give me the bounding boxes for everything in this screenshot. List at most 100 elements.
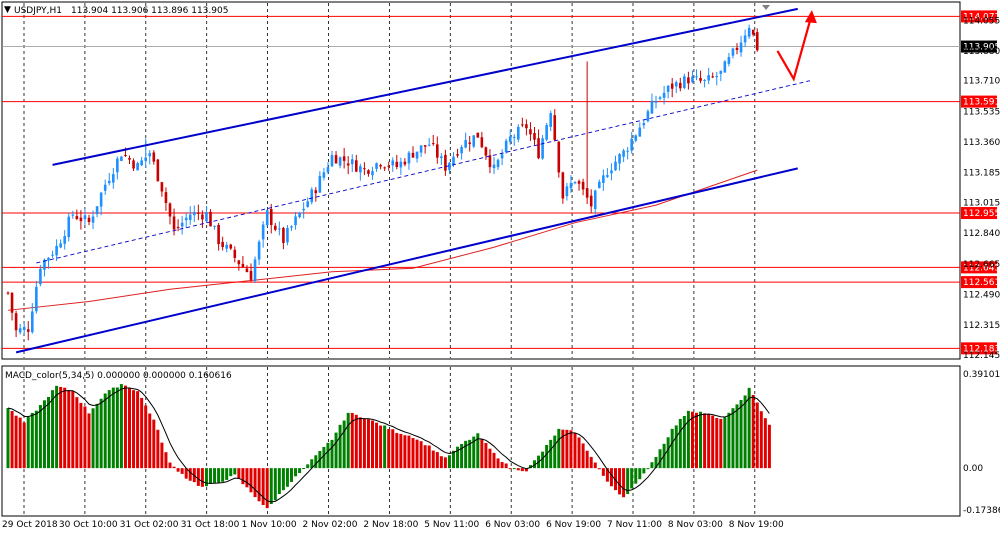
channel-layer [15, 7, 817, 354]
macd-histogram-bar [330, 439, 334, 469]
candle-body [326, 167, 330, 173]
candle-body [565, 186, 569, 197]
macd-histogram-bar [699, 411, 703, 469]
macd-histogram-bar [707, 413, 711, 469]
candle-body [168, 203, 172, 217]
candle-body [650, 100, 654, 114]
candle-body [148, 153, 152, 157]
y-tick-label: 113.185 [963, 169, 1000, 179]
candle-body [43, 259, 46, 270]
candle-body [654, 101, 658, 103]
candle-body [286, 227, 289, 243]
macd-histogram-bar [690, 411, 694, 469]
macd-panel-frame [1, 365, 961, 517]
candle-body [581, 181, 585, 190]
macd-histogram-bar [164, 452, 168, 469]
candle-body [112, 174, 115, 183]
macd-histogram-bar [346, 412, 350, 469]
level-price-label: 113.591 [963, 98, 1000, 108]
candle-body [739, 42, 743, 53]
macd-histogram-bar [739, 400, 743, 469]
macd-histogram-bar [383, 425, 387, 469]
macd-histogram-bar [132, 390, 136, 469]
macd-histogram-bar [67, 390, 71, 469]
macd-histogram-bar [553, 435, 557, 469]
macd-histogram-bar [682, 416, 686, 469]
macd-histogram-bar [735, 404, 739, 469]
macd-histogram-bar [10, 411, 14, 469]
candle-body [124, 154, 127, 156]
macd-histogram-bar [34, 410, 38, 469]
macd-histogram-bar [188, 468, 192, 481]
candle-body [290, 226, 293, 228]
candle-body [160, 182, 164, 192]
candle-body [132, 160, 135, 169]
macd-histogram-bar [767, 424, 771, 469]
candle-body [63, 236, 66, 244]
candle-body [217, 224, 220, 245]
candle-body [387, 165, 390, 167]
macd-histogram-bar [306, 464, 310, 469]
candle-body [452, 156, 455, 165]
macd-histogram-bar [427, 445, 431, 469]
candle-body [209, 211, 212, 227]
candle-body [419, 145, 423, 153]
candle-body [350, 159, 354, 165]
candle-body [593, 190, 597, 210]
macd-histogram-bar [439, 456, 443, 469]
macd-histogram-bar [168, 462, 172, 469]
candle-body [172, 216, 176, 230]
scroll-marker-icon[interactable] [762, 5, 770, 10]
macd-histogram-bar [213, 468, 217, 483]
macd-histogram-bar [140, 397, 144, 469]
candle-body [573, 181, 577, 184]
macd-histogram-bar [265, 468, 269, 509]
x-tick-label: 7 Nov 11:00 [607, 520, 662, 530]
forecast-arrow-line [776, 20, 811, 82]
candle-body [557, 141, 561, 173]
macd-histogram-bar [443, 457, 447, 469]
x-tick-label: 2 Nov 02:00 [303, 520, 358, 530]
candle-body [107, 180, 111, 184]
macd-histogram-bar [638, 468, 642, 480]
candle-body [245, 268, 249, 273]
candle-body [407, 152, 411, 164]
macd-histogram-bar [387, 429, 391, 469]
candle-body [670, 83, 674, 89]
macd-histogram-bar [719, 418, 723, 469]
candle-body [634, 135, 638, 141]
macd-histogram-bar [723, 417, 727, 469]
x-tick-label: 6 Nov 19:00 [546, 520, 601, 530]
macd-histogram-bar [533, 460, 536, 469]
macd-histogram-bar [500, 462, 504, 469]
candle-body [176, 227, 180, 229]
macd-histogram-bar [229, 468, 233, 477]
y-tick-label: 112.145 [963, 351, 1000, 361]
candle-body [261, 224, 265, 240]
macd-y-tick-label: 0.391016 [963, 370, 1000, 380]
macd-histogram-bar [419, 441, 423, 469]
candle-body [193, 212, 196, 216]
candle-body [51, 254, 54, 256]
x-tick-label: 29 Oct 2018 [2, 520, 58, 530]
macd-histogram-bar [75, 397, 79, 469]
candle-body [751, 29, 755, 35]
macd-histogram-bar [302, 467, 306, 469]
moving-average-line [7, 169, 758, 311]
candle-body [67, 216, 71, 238]
macd-histogram-bar [492, 452, 496, 469]
macd-histogram-bar [326, 442, 330, 469]
macd-histogram-bar [747, 387, 751, 469]
macd-histogram-bar [751, 394, 755, 469]
chart-menu-icon[interactable]: ▼ [4, 5, 11, 15]
candle-body [99, 192, 103, 207]
candle-body [541, 138, 544, 159]
forecast-arrow-head-icon [804, 10, 817, 24]
candle-body [703, 79, 706, 81]
candle-body [383, 167, 386, 169]
candle-body [221, 241, 224, 247]
candle-body [18, 328, 22, 333]
candle-body [415, 151, 419, 159]
macd-histogram-bar [447, 455, 451, 469]
macd-histogram-bar [431, 450, 435, 469]
